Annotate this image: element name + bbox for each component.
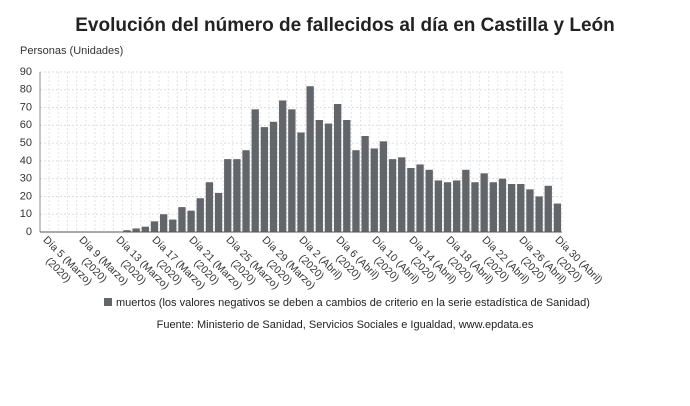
- bar: [489, 182, 497, 232]
- bar: [471, 182, 479, 232]
- bar: [507, 184, 516, 232]
- bar: [553, 203, 562, 232]
- bar: [361, 136, 369, 232]
- chart-title: Evolución del número de fallecidos al dí…: [75, 15, 615, 36]
- bar: [196, 198, 204, 232]
- y-tick-label: 70: [20, 101, 32, 113]
- y-tick-label: 90: [20, 66, 32, 78]
- bar: [379, 141, 388, 232]
- bar: [132, 228, 140, 232]
- bar: [343, 120, 351, 232]
- bar: [279, 100, 287, 232]
- bar: [425, 169, 433, 232]
- y-tick-label: 0: [26, 226, 32, 238]
- bar: [123, 230, 131, 232]
- bar: [269, 121, 278, 232]
- y-tick-label: 10: [20, 208, 32, 220]
- y-tick-label: 30: [20, 173, 32, 185]
- bar: [288, 109, 296, 232]
- bar: [306, 86, 314, 232]
- bar: [398, 157, 406, 232]
- bar: [214, 192, 223, 232]
- bar: [159, 214, 168, 232]
- bar: [462, 169, 470, 232]
- source: Fuente: Ministerio de Sanidad, Servicios…: [157, 319, 534, 331]
- bar: [443, 182, 452, 232]
- bar: [251, 109, 259, 232]
- legend-label: muertos (los valores negativos se deben …: [116, 297, 590, 309]
- legend-swatch: [104, 298, 112, 306]
- y-tick-label: 20: [20, 190, 32, 202]
- bar: [224, 159, 232, 232]
- bar: [526, 189, 534, 232]
- bar: [324, 123, 333, 232]
- bar: [187, 210, 195, 232]
- y-axis-label: Personas (Unidades): [20, 45, 123, 57]
- bar: [388, 159, 397, 232]
- bar: [480, 173, 488, 232]
- bar: [535, 196, 543, 232]
- bar: [205, 182, 214, 232]
- bar: [434, 180, 443, 232]
- bar: [352, 150, 360, 232]
- bar: [370, 148, 378, 232]
- bar: [333, 104, 342, 232]
- bar: [260, 127, 269, 232]
- y-tick-label: 50: [20, 137, 32, 149]
- bar: [141, 226, 149, 232]
- y-tick-label: 80: [20, 84, 32, 96]
- bar: [315, 120, 323, 232]
- bar: [297, 132, 305, 232]
- bar: [544, 185, 552, 232]
- bar: [407, 168, 415, 232]
- bar: [150, 221, 159, 232]
- y-tick-label: 60: [20, 119, 32, 131]
- bar: [169, 219, 177, 232]
- bar: [242, 150, 250, 232]
- bar: [498, 178, 507, 232]
- bar: [416, 164, 424, 232]
- bar: [178, 207, 186, 232]
- bar: [453, 180, 461, 232]
- y-tick-label: 40: [20, 155, 32, 167]
- bar: [233, 159, 241, 232]
- bar: [517, 184, 525, 232]
